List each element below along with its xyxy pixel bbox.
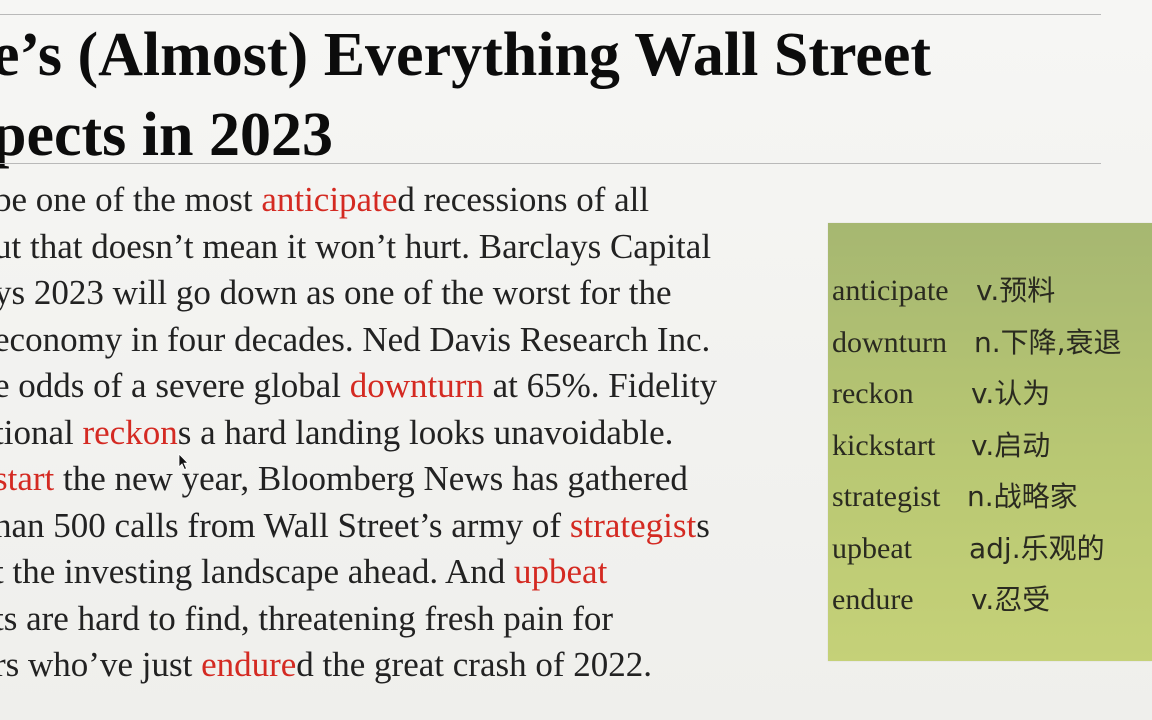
mouse-pointer-icon: [178, 453, 189, 471]
body-text-segment: economy in four decades. Ned Davis Resea…: [0, 319, 711, 359]
vocab-item: anticipate v.预料: [832, 271, 1152, 323]
vocab-item: downturn n.下降,衰退: [832, 323, 1152, 375]
body-line: start the new year, Bloomberg News has g…: [0, 456, 844, 503]
top-divider: [0, 14, 1101, 15]
vocab-item: endure v.忍受: [832, 580, 1152, 632]
vocab-word: strategist: [832, 480, 941, 513]
vocab-definition: v.预料: [976, 274, 1056, 307]
highlighted-vocab-word: anticipate: [261, 180, 398, 219]
body-line: rs who’ve just endured the great crash o…: [0, 642, 844, 689]
body-line: e odds of a severe global downturn at 65…: [0, 363, 844, 410]
vocab-word: downturn: [832, 325, 947, 359]
body-text-segment: ys 2023 will go down as one of the worst…: [0, 273, 672, 312]
body-text-segment: d the great crash of 2022.: [296, 645, 653, 684]
highlighted-vocab-word: upbeat: [514, 552, 608, 591]
body-text-segment: t the investing landscape ahead. And: [0, 552, 514, 591]
vocab-item: reckon v.认为: [832, 374, 1152, 426]
body-text-segment: rs who’ve just: [0, 645, 202, 684]
body-line: be one of the most anticipated recession…: [0, 177, 844, 224]
body-text-segment: ut that doesn’t mean it won’t hurt. Barc…: [0, 226, 712, 266]
vocab-item: strategist n.战略家: [832, 477, 1152, 529]
body-text-segment: the new year, Bloomberg News has gathere…: [54, 459, 688, 498]
body-line: tional reckons a hard landing looks unav…: [0, 410, 844, 457]
vocabulary-list: anticipate v.预料 downturn n.下降,衰退 reckon v.认为 k…: [832, 271, 1152, 632]
vocab-definition: n.战略家: [967, 480, 1078, 513]
vocab-definition: n.下降,衰退: [974, 325, 1122, 359]
body-line: economy in four decades. Ned Davis Resea…: [0, 317, 844, 364]
title-line-2: pects in 2023: [0, 101, 333, 169]
vocab-word: endure: [832, 583, 914, 616]
vocabulary-box: anticipate v.预料 downturn n.下降,衰退 reckon v.认为 k…: [828, 223, 1152, 661]
body-text-segment: s: [696, 505, 710, 545]
vocab-definition: v.认为: [971, 377, 1051, 410]
body-text-segment: at 65%. Fidelity: [483, 366, 718, 405]
title-line-1: e’s (Almost) Everything Wall Street: [0, 21, 932, 89]
body-line: han 500 calls from Wall Street’s army of…: [0, 503, 844, 550]
body-text-segment: ts are hard to find, threatening fresh p…: [0, 598, 614, 638]
vocab-item: kickstart v.启动: [832, 426, 1152, 478]
vocab-definition: adj.乐观的: [969, 531, 1105, 565]
body-text-segment: e odds of a severe global: [0, 366, 350, 405]
body-text-segment: han 500 calls from Wall Street’s army of: [0, 505, 570, 545]
highlighted-vocab-word: strategist: [569, 505, 697, 545]
highlighted-vocab-word: start: [0, 459, 55, 498]
vocab-definition: v.忍受: [971, 583, 1051, 616]
vocab-word: reckon: [832, 377, 914, 410]
title-divider: [0, 163, 1101, 164]
vocab-word: anticipate: [832, 274, 949, 307]
highlighted-vocab-word: endure: [201, 645, 297, 684]
body-line: ut that doesn’t mean it won’t hurt. Barc…: [0, 224, 844, 271]
vocab-item: upbeat adj.乐观的: [832, 529, 1152, 581]
body-text-segment: d recessions of all: [397, 180, 650, 219]
highlighted-vocab-word: downturn: [349, 366, 484, 405]
article-paragraph: be one of the most anticipated recession…: [0, 177, 844, 689]
vocab-definition: v.启动: [971, 428, 1051, 462]
vocab-word: kickstart: [832, 428, 936, 462]
highlighted-vocab-word: reckon: [82, 412, 178, 452]
body-text-segment: tional: [0, 412, 83, 452]
body-text-segment: be one of the most: [0, 180, 262, 219]
body-text-segment: s a hard landing looks unavoidable.: [177, 412, 674, 452]
body-line: ts are hard to find, threatening fresh p…: [0, 596, 844, 643]
vocab-word: upbeat: [832, 531, 912, 565]
body-line: t the investing landscape ahead. And upb…: [0, 549, 844, 596]
body-line: ys 2023 will go down as one of the worst…: [0, 270, 844, 317]
